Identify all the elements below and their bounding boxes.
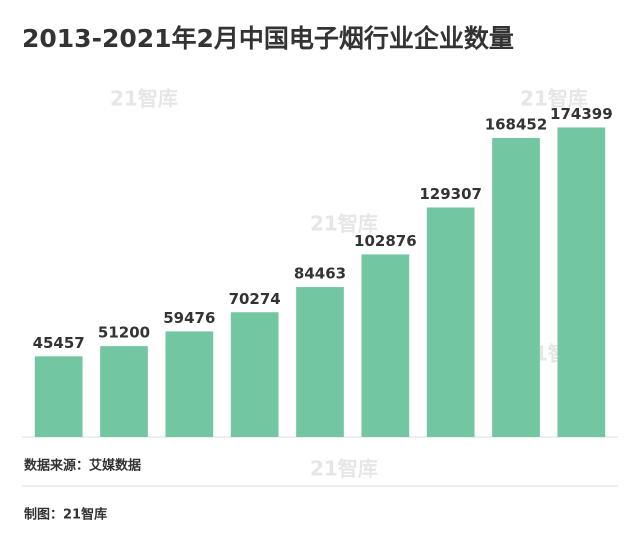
value-label: 174399 xyxy=(550,105,613,123)
value-label: 102876 xyxy=(354,232,417,250)
bar xyxy=(492,137,540,438)
bar xyxy=(361,254,410,437)
value-label: 129307 xyxy=(419,185,482,203)
watermark: 21智库 xyxy=(520,87,588,111)
source: 数据来源：艾媒数据 xyxy=(24,458,141,474)
bar xyxy=(230,312,279,437)
watermark: 21智库 xyxy=(310,457,378,481)
watermark: 21智库 xyxy=(110,87,178,111)
value-label: 70274 xyxy=(229,290,281,308)
bar xyxy=(34,356,83,437)
bar xyxy=(100,346,148,437)
bar xyxy=(165,331,214,437)
value-label: 45457 xyxy=(33,334,85,352)
bar xyxy=(426,207,475,437)
bar xyxy=(296,287,344,437)
value-label: 168452 xyxy=(485,115,548,133)
value-label: 84463 xyxy=(294,265,346,283)
value-label: 59476 xyxy=(163,309,215,327)
credit: 制图：21智库 xyxy=(24,507,107,523)
value-label: 51200 xyxy=(98,324,150,342)
chart-title: 2013-2021年2月中国电子烟行业企业数量 xyxy=(22,24,514,53)
watermark: 21智库 xyxy=(310,212,378,236)
bar xyxy=(557,127,606,437)
